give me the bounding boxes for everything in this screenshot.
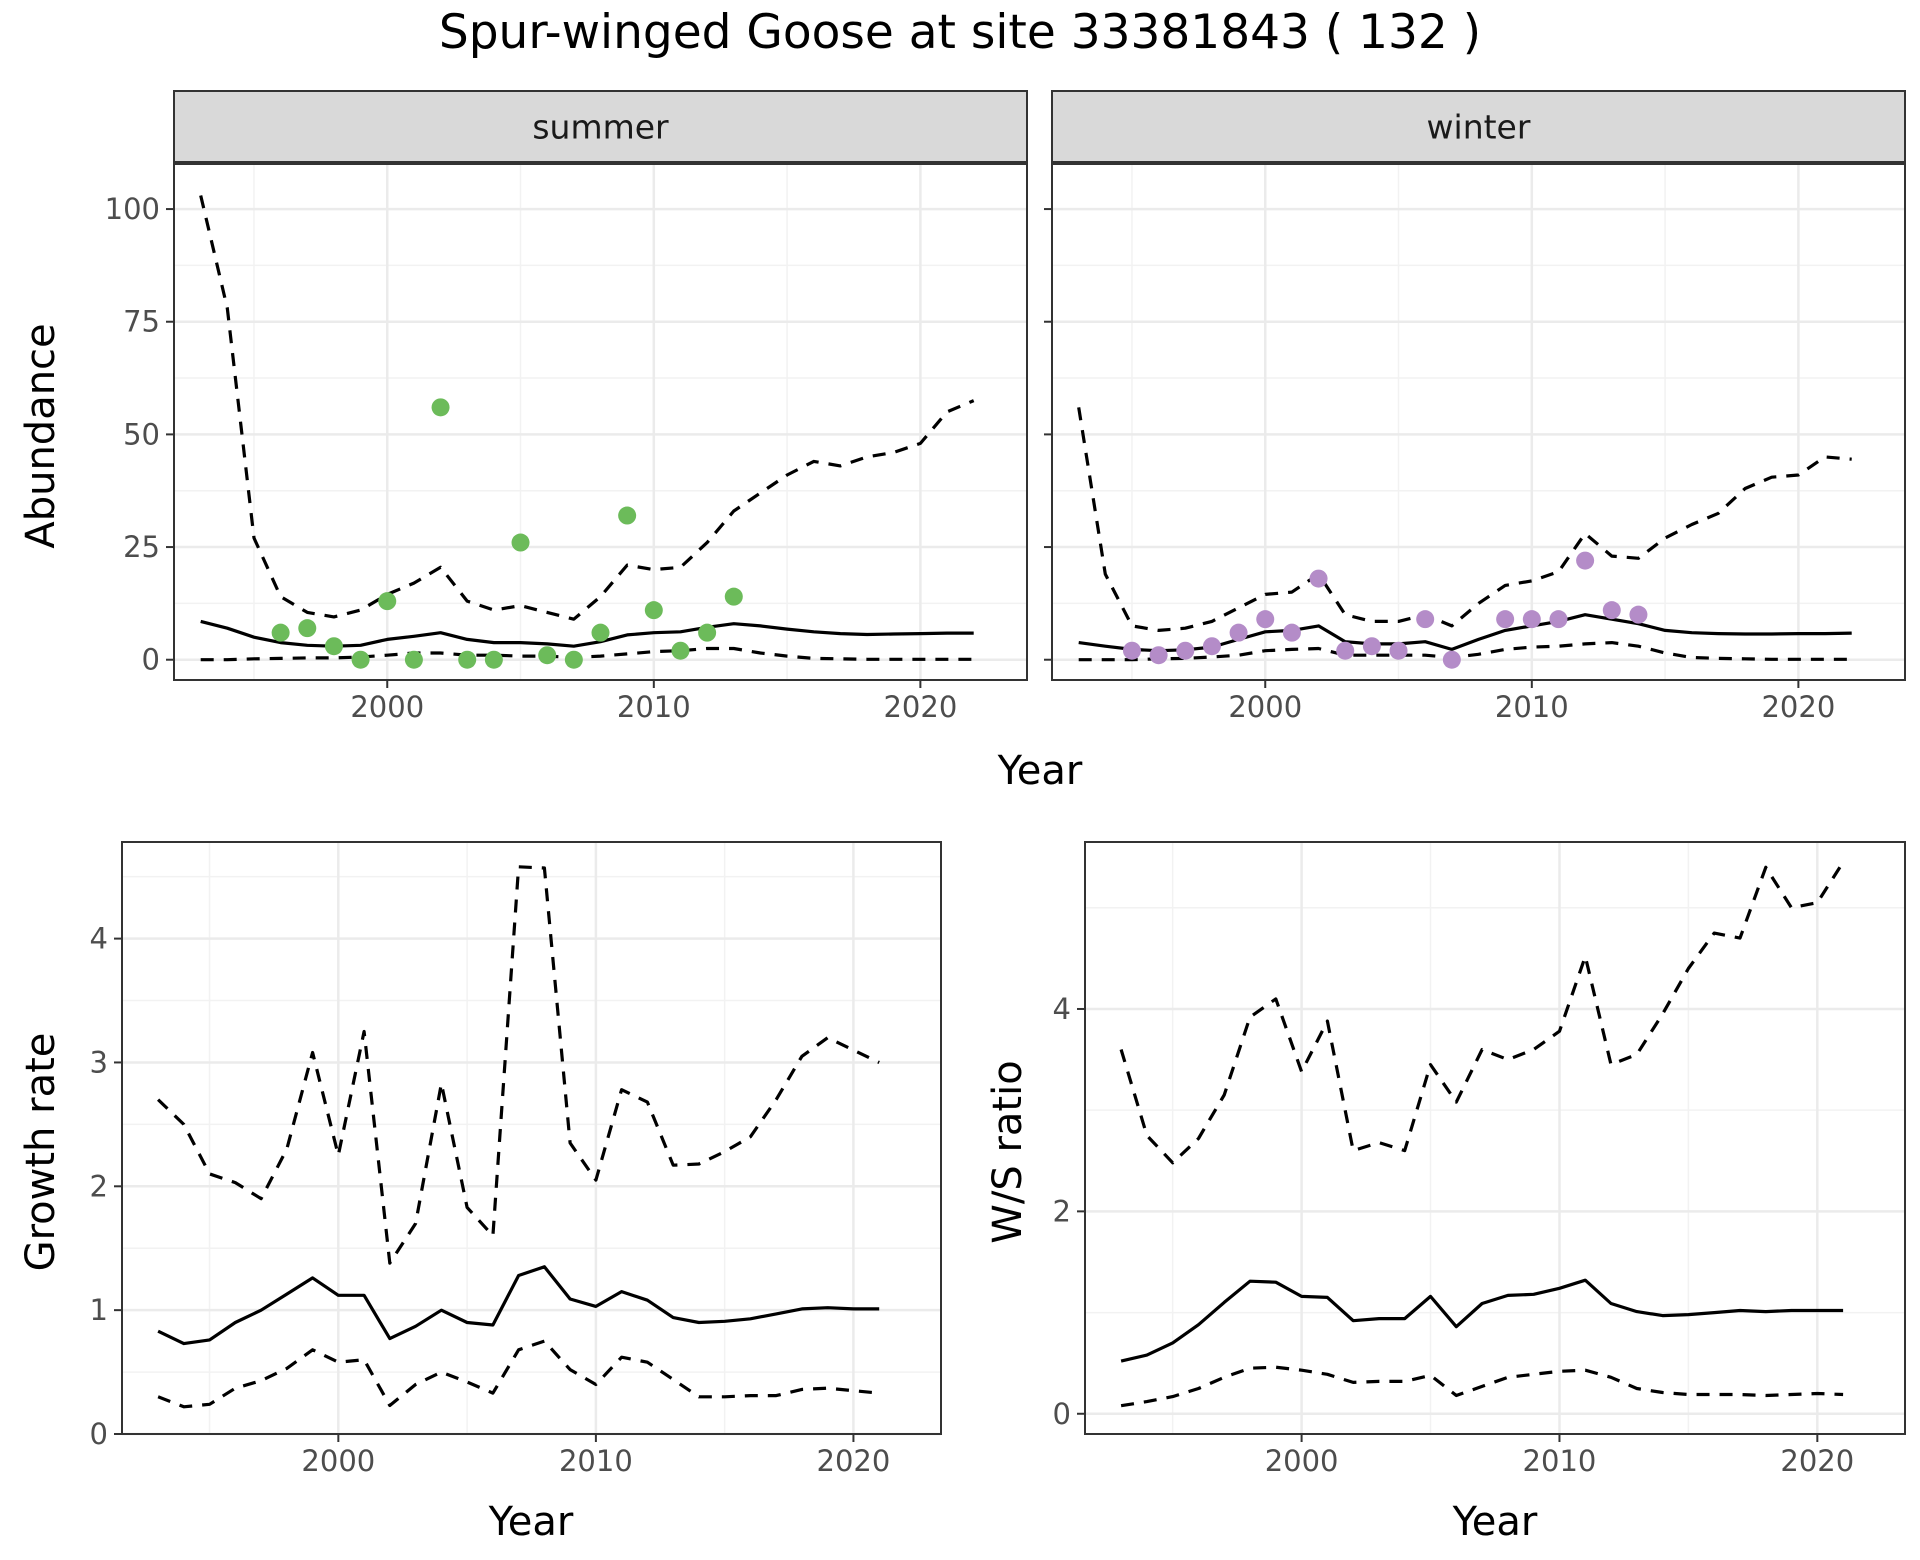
y-tick-label: 75 bbox=[123, 305, 160, 339]
y-tick-label: 4 bbox=[1053, 992, 1071, 1026]
data-point bbox=[1149, 646, 1168, 665]
data-point bbox=[351, 650, 370, 669]
x-axis-title: Year bbox=[1452, 1499, 1538, 1545]
y-tick-label: 2 bbox=[90, 1169, 108, 1203]
data-point bbox=[1576, 551, 1595, 570]
x-tick-label: 2000 bbox=[350, 690, 424, 724]
x-tick-label: 2000 bbox=[1228, 690, 1302, 724]
facet-label: summer bbox=[532, 108, 669, 147]
series-line-estimate bbox=[157, 1265, 880, 1346]
panel-border bbox=[173, 163, 1028, 681]
panel-0 bbox=[166, 90, 1028, 688]
data-point bbox=[1336, 641, 1355, 660]
series-line-lower bbox=[157, 1339, 880, 1409]
series-line-estimate bbox=[1078, 613, 1852, 653]
data-point bbox=[698, 623, 717, 642]
data-point bbox=[644, 601, 663, 620]
data-point bbox=[431, 398, 450, 417]
data-point bbox=[1496, 610, 1515, 629]
x-tick-label: 2020 bbox=[1780, 1444, 1854, 1478]
panel-1 bbox=[1044, 90, 1906, 688]
data-point bbox=[511, 533, 530, 552]
x-tick-label: 2000 bbox=[301, 1444, 375, 1478]
x-tick-label: 2010 bbox=[1495, 690, 1569, 724]
data-point bbox=[538, 646, 557, 665]
data-point bbox=[484, 650, 503, 669]
y-tick-label: 1 bbox=[90, 1293, 108, 1327]
data-point bbox=[1229, 623, 1248, 642]
facet-strip bbox=[173, 90, 1028, 163]
x-tick-label: 2020 bbox=[1761, 690, 1835, 724]
panel-3 bbox=[1077, 841, 1906, 1442]
series-line-estimate bbox=[1120, 1278, 1844, 1363]
data-point bbox=[1442, 650, 1461, 669]
data-point bbox=[724, 587, 743, 606]
x-tick-label: 2020 bbox=[883, 690, 957, 724]
data-point bbox=[271, 623, 290, 642]
data-point bbox=[458, 650, 477, 669]
data-point bbox=[1602, 601, 1621, 620]
x-tick-label: 2000 bbox=[1265, 1444, 1339, 1478]
y-tick-label: 0 bbox=[142, 643, 160, 677]
data-point bbox=[1389, 641, 1408, 660]
series-line-lower bbox=[200, 646, 974, 662]
series-group bbox=[1077, 407, 1852, 662]
series-line-lower bbox=[1078, 640, 1852, 662]
data-point bbox=[591, 623, 610, 642]
x-tick-label: 2020 bbox=[817, 1444, 891, 1478]
data-point bbox=[1309, 569, 1328, 588]
y-tick-label: 100 bbox=[105, 192, 160, 226]
data-point bbox=[671, 641, 690, 660]
data-point bbox=[378, 592, 397, 611]
y-axis-title: W/S ratio bbox=[985, 1060, 1031, 1243]
y-tick-label: 0 bbox=[1053, 1397, 1071, 1431]
data-point bbox=[1362, 637, 1381, 656]
facet-label: winter bbox=[1427, 108, 1531, 147]
y-tick-label: 25 bbox=[123, 530, 160, 564]
data-point bbox=[564, 650, 583, 669]
chart-title: Spur-winged Goose at site 33381843 ( 132… bbox=[439, 5, 1481, 60]
data-point bbox=[1122, 641, 1141, 660]
panel-2 bbox=[114, 841, 942, 1442]
panel-border bbox=[1051, 163, 1906, 681]
y-tick-label: 2 bbox=[1053, 1194, 1071, 1228]
series-line-upper bbox=[1077, 407, 1852, 633]
x-tick-label: 2010 bbox=[559, 1444, 633, 1478]
data-point bbox=[1176, 641, 1195, 660]
x-tick-label: 2010 bbox=[617, 690, 691, 724]
data-point bbox=[1629, 605, 1648, 624]
data-point bbox=[1202, 637, 1221, 656]
panel-border bbox=[121, 841, 942, 1435]
series-line-upper bbox=[199, 195, 975, 621]
x-tick-label: 2010 bbox=[1523, 1444, 1597, 1478]
data-point bbox=[618, 506, 637, 525]
y-tick-label: 4 bbox=[90, 922, 108, 956]
y-axis-title: Abundance bbox=[18, 323, 64, 548]
y-tick-label: 0 bbox=[90, 1417, 108, 1451]
x-axis-title-top: Year bbox=[997, 748, 1083, 794]
y-axis-title: Growth rate bbox=[18, 1033, 64, 1272]
data-point bbox=[1416, 610, 1435, 629]
data-point bbox=[298, 619, 317, 638]
series-line-upper bbox=[1119, 861, 1845, 1165]
series-group bbox=[156, 865, 880, 1409]
data-point bbox=[404, 650, 423, 669]
panel-border bbox=[1084, 841, 1906, 1435]
data-point bbox=[324, 637, 343, 656]
series-line-upper bbox=[156, 865, 880, 1265]
series-line-estimate bbox=[200, 619, 974, 648]
x-axis-title: Year bbox=[488, 1499, 574, 1545]
data-point bbox=[1549, 610, 1568, 629]
facet-strip bbox=[1051, 90, 1906, 163]
series-group bbox=[1119, 861, 1845, 1408]
y-tick-label: 50 bbox=[123, 417, 160, 451]
data-point bbox=[1282, 623, 1301, 642]
data-point bbox=[1522, 610, 1541, 629]
y-tick-label: 3 bbox=[90, 1045, 108, 1079]
series-line-lower bbox=[1120, 1365, 1844, 1408]
data-point bbox=[1256, 610, 1275, 629]
